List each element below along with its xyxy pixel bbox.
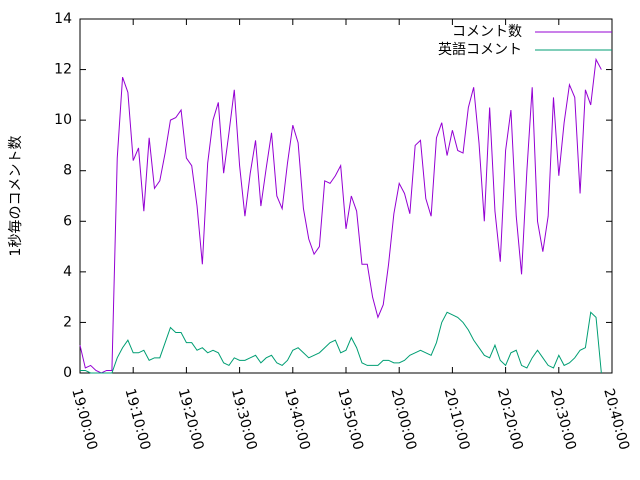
y-tick-label: 8 (63, 163, 72, 179)
y-tick-label: 2 (63, 314, 72, 330)
y-tick-label: 0 (63, 365, 72, 381)
legend-label: 英語コメント (438, 41, 522, 58)
line-series (79, 57, 602, 374)
line-series (80, 311, 602, 374)
y-tick-label: 4 (63, 264, 72, 280)
legend-label: コメント数 (452, 24, 522, 40)
y-tick-label: 6 (63, 213, 72, 229)
plot-frame (79, 18, 613, 374)
y-tick-label: 12 (54, 62, 72, 78)
y-axis-label: 1秒毎のコメント数 (8, 136, 24, 257)
y-tick-label: 14 (54, 11, 72, 27)
y-tick-label: 10 (54, 112, 72, 128)
